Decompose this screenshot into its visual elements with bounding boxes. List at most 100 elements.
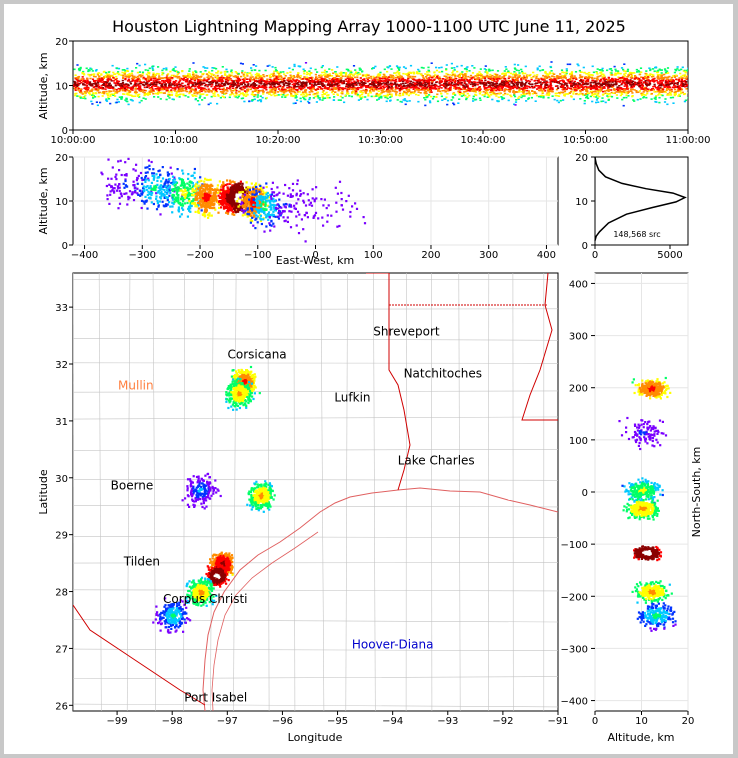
time-height-source — [475, 94, 478, 97]
time-height-source — [272, 74, 275, 76]
time-height-source — [484, 92, 487, 94]
time-height-source — [225, 78, 228, 81]
time-height-source — [215, 85, 218, 87]
time-height-source — [75, 77, 78, 79]
time-height-source — [410, 84, 413, 87]
time-height-source — [660, 72, 663, 74]
time-height-source — [336, 93, 339, 95]
time-height-source — [255, 65, 258, 67]
time-height-source — [408, 89, 411, 92]
time-height-source — [459, 91, 462, 93]
time-height-source — [227, 83, 230, 86]
time-height-source — [656, 77, 659, 79]
time-height-source — [396, 70, 399, 73]
time-height-source — [655, 86, 658, 89]
time-height-source — [625, 92, 628, 94]
time-height-source — [422, 77, 426, 80]
time-height-source — [307, 77, 310, 80]
time-height-source — [520, 84, 523, 87]
time-height-source — [569, 87, 572, 90]
time-height-source — [237, 77, 240, 80]
time-height-source — [338, 72, 341, 75]
time-height-source — [465, 85, 468, 88]
time-height-source — [131, 70, 134, 72]
time-height-source — [151, 75, 154, 78]
time-height-source — [460, 78, 463, 81]
time-height-source — [573, 84, 576, 86]
time-height-source — [584, 85, 587, 88]
time-height-source — [598, 86, 601, 89]
time-height-source — [509, 94, 512, 97]
time-height-source — [591, 77, 594, 80]
time-height-source — [446, 73, 449, 76]
time-height-source — [164, 85, 167, 87]
time-height-source — [147, 93, 151, 95]
time-height-source — [359, 94, 362, 97]
time-height-source — [79, 90, 82, 92]
time-height-source — [602, 81, 605, 83]
time-height-source — [492, 89, 495, 92]
time-height-source — [193, 82, 197, 84]
time-height-source — [650, 88, 654, 90]
time-height-source — [340, 73, 343, 76]
time-height-source — [88, 92, 91, 94]
time-height-source — [291, 68, 294, 71]
time-height-source — [190, 81, 193, 83]
time-height-source — [299, 77, 302, 79]
time-height-source — [572, 86, 575, 89]
time-height-source — [611, 79, 614, 82]
time-height-source — [394, 88, 397, 91]
time-height-source — [412, 84, 415, 86]
time-height-source — [671, 96, 675, 99]
time-height-source — [318, 79, 321, 81]
time-height-source — [402, 85, 405, 88]
time-height-source — [512, 82, 515, 85]
time-height-source — [462, 93, 465, 95]
time-height-source — [479, 99, 482, 101]
time-height-source — [521, 82, 524, 84]
time-height-source — [220, 88, 223, 91]
time-height-source — [679, 88, 682, 91]
time-height-source — [370, 95, 373, 98]
time-height-source — [130, 72, 133, 74]
time-height-source — [411, 75, 414, 78]
time-height-source — [193, 85, 197, 88]
time-height-source — [441, 70, 444, 73]
time-height-source — [404, 67, 407, 70]
time-height-source — [85, 86, 89, 89]
time-height-source — [338, 86, 341, 89]
time-height-source — [660, 81, 663, 84]
time-height-source — [683, 93, 686, 96]
time-height-source — [674, 86, 677, 88]
time-height-source — [249, 84, 253, 87]
time-height-source — [177, 81, 180, 84]
time-height-source — [95, 88, 98, 90]
time-height-source — [358, 96, 362, 98]
time-height-source — [347, 83, 350, 85]
time-height-source — [630, 83, 633, 86]
time-height-source — [93, 81, 96, 83]
time-height-source — [565, 88, 568, 91]
time-height-source — [406, 100, 409, 103]
time-height-source — [448, 74, 451, 76]
time-height-source — [167, 76, 170, 79]
time-height-source — [618, 87, 622, 90]
time-height-source — [438, 67, 441, 69]
time-height-source — [458, 93, 461, 96]
time-height-source — [97, 79, 100, 82]
time-height-source — [248, 100, 251, 102]
time-height-source — [479, 88, 482, 91]
time-height-source — [681, 74, 684, 77]
time-height-source — [198, 89, 202, 92]
time-height-source — [109, 102, 112, 105]
time-height-source — [383, 68, 386, 71]
time-height-source — [302, 96, 305, 99]
time-height-source — [203, 87, 206, 90]
time-height-source — [593, 92, 596, 95]
time-height-source — [440, 92, 443, 95]
time-height-source — [544, 81, 547, 84]
time-height-source — [272, 87, 275, 90]
time-height-source — [678, 85, 681, 87]
time-height-source — [214, 87, 217, 89]
time-height-source — [430, 91, 433, 93]
